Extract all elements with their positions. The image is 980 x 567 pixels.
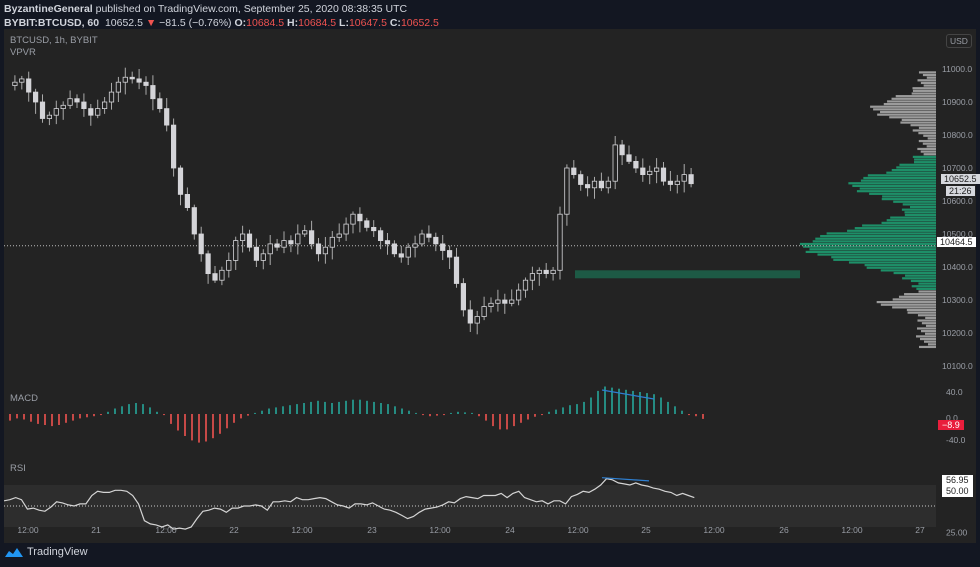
brand-name: TradingView (27, 546, 88, 558)
svg-text:11000.0: 11000.0 (942, 64, 972, 74)
svg-text:25.00: 25.00 (946, 527, 968, 537)
open-value: 10684.5 (246, 17, 285, 29)
svg-text:-40.0: -40.0 (946, 435, 966, 445)
svg-text:22: 22 (229, 525, 239, 535)
svg-text:10200.0: 10200.0 (942, 328, 973, 338)
svg-text:12:00: 12:00 (291, 525, 313, 535)
svg-text:10400.0: 10400.0 (942, 262, 973, 272)
macd-label[interactable]: MACD (10, 393, 38, 404)
rsi-value-box: 56.95 50.00 (942, 475, 973, 497)
svg-text:26: 26 (779, 525, 789, 535)
last-price: 10652.5 (104, 17, 143, 29)
last-price-label: 10652.5 (941, 174, 980, 184)
price-change: −81.5 (−0.76%) (159, 17, 232, 29)
svg-text:23: 23 (367, 525, 377, 535)
symbol-line: BYBIT:BTCUSD, 60 (4, 17, 100, 29)
rsi-mid-label: 50.00 (946, 486, 969, 496)
open-label: O: (234, 17, 247, 29)
high-label: H: (287, 17, 299, 29)
close-value: 10652.5 (400, 17, 439, 29)
tradingview-cloud-icon (5, 548, 23, 557)
publish-header: ByzantineGeneral published on TradingVie… (4, 2, 439, 30)
svg-text:21: 21 (91, 525, 101, 535)
macd-value-label: −8.9 (938, 420, 964, 430)
chart-panel[interactable]: 11000.0 10900.0 10800.0 10700.0 10600.0 10500… (4, 29, 980, 543)
tradingview-logo[interactable]: TradingView (4, 546, 88, 558)
svg-text:10800.0: 10800.0 (942, 130, 973, 140)
svg-text:12:00: 12:00 (841, 525, 863, 535)
svg-text:12:00: 12:00 (429, 525, 451, 535)
published-info: published on TradingView.com, September … (95, 3, 408, 15)
svg-text:24: 24 (505, 525, 515, 535)
currency-button[interactable]: USD (946, 34, 972, 48)
svg-text:10700.0: 10700.0 (942, 163, 973, 173)
svg-text:12:00: 12:00 (155, 525, 177, 535)
low-label: L: (339, 17, 349, 29)
svg-text:10300.0: 10300.0 (942, 295, 973, 305)
svg-text:10900.0: 10900.0 (942, 97, 973, 107)
chart-title: BTCUSD, 1h, BYBIT (10, 35, 98, 46)
rsi-label[interactable]: RSI (10, 463, 26, 474)
svg-text:27: 27 (915, 525, 925, 535)
chart-canvas[interactable]: 11000.0 10900.0 10800.0 10700.0 10600.0 10500… (4, 29, 976, 543)
low-value: 10647.5 (348, 17, 387, 29)
svg-text:25: 25 (641, 525, 651, 535)
poc-label: 10464.5 (937, 237, 976, 247)
svg-text:12:00: 12:00 (567, 525, 589, 535)
high-value: 10684.5 (298, 17, 337, 29)
vpvr-label[interactable]: VPVR (10, 47, 36, 58)
close-label: C: (389, 17, 401, 29)
author-name[interactable]: ByzantineGeneral (4, 3, 93, 15)
svg-text:10100.0: 10100.0 (942, 361, 973, 371)
rsi-value-label: 56.95 (946, 475, 969, 485)
svg-text:40.0: 40.0 (946, 387, 963, 397)
svg-text:0.0: 0.0 (946, 413, 958, 423)
svg-text:12:00: 12:00 (703, 525, 725, 535)
countdown-label: 21:26 (946, 186, 975, 196)
svg-text:12:00: 12:00 (17, 525, 39, 535)
svg-text:10600.0: 10600.0 (942, 196, 973, 206)
svg-text:10500.0: 10500.0 (942, 229, 973, 239)
down-arrow-icon: ▼ (145, 17, 157, 29)
